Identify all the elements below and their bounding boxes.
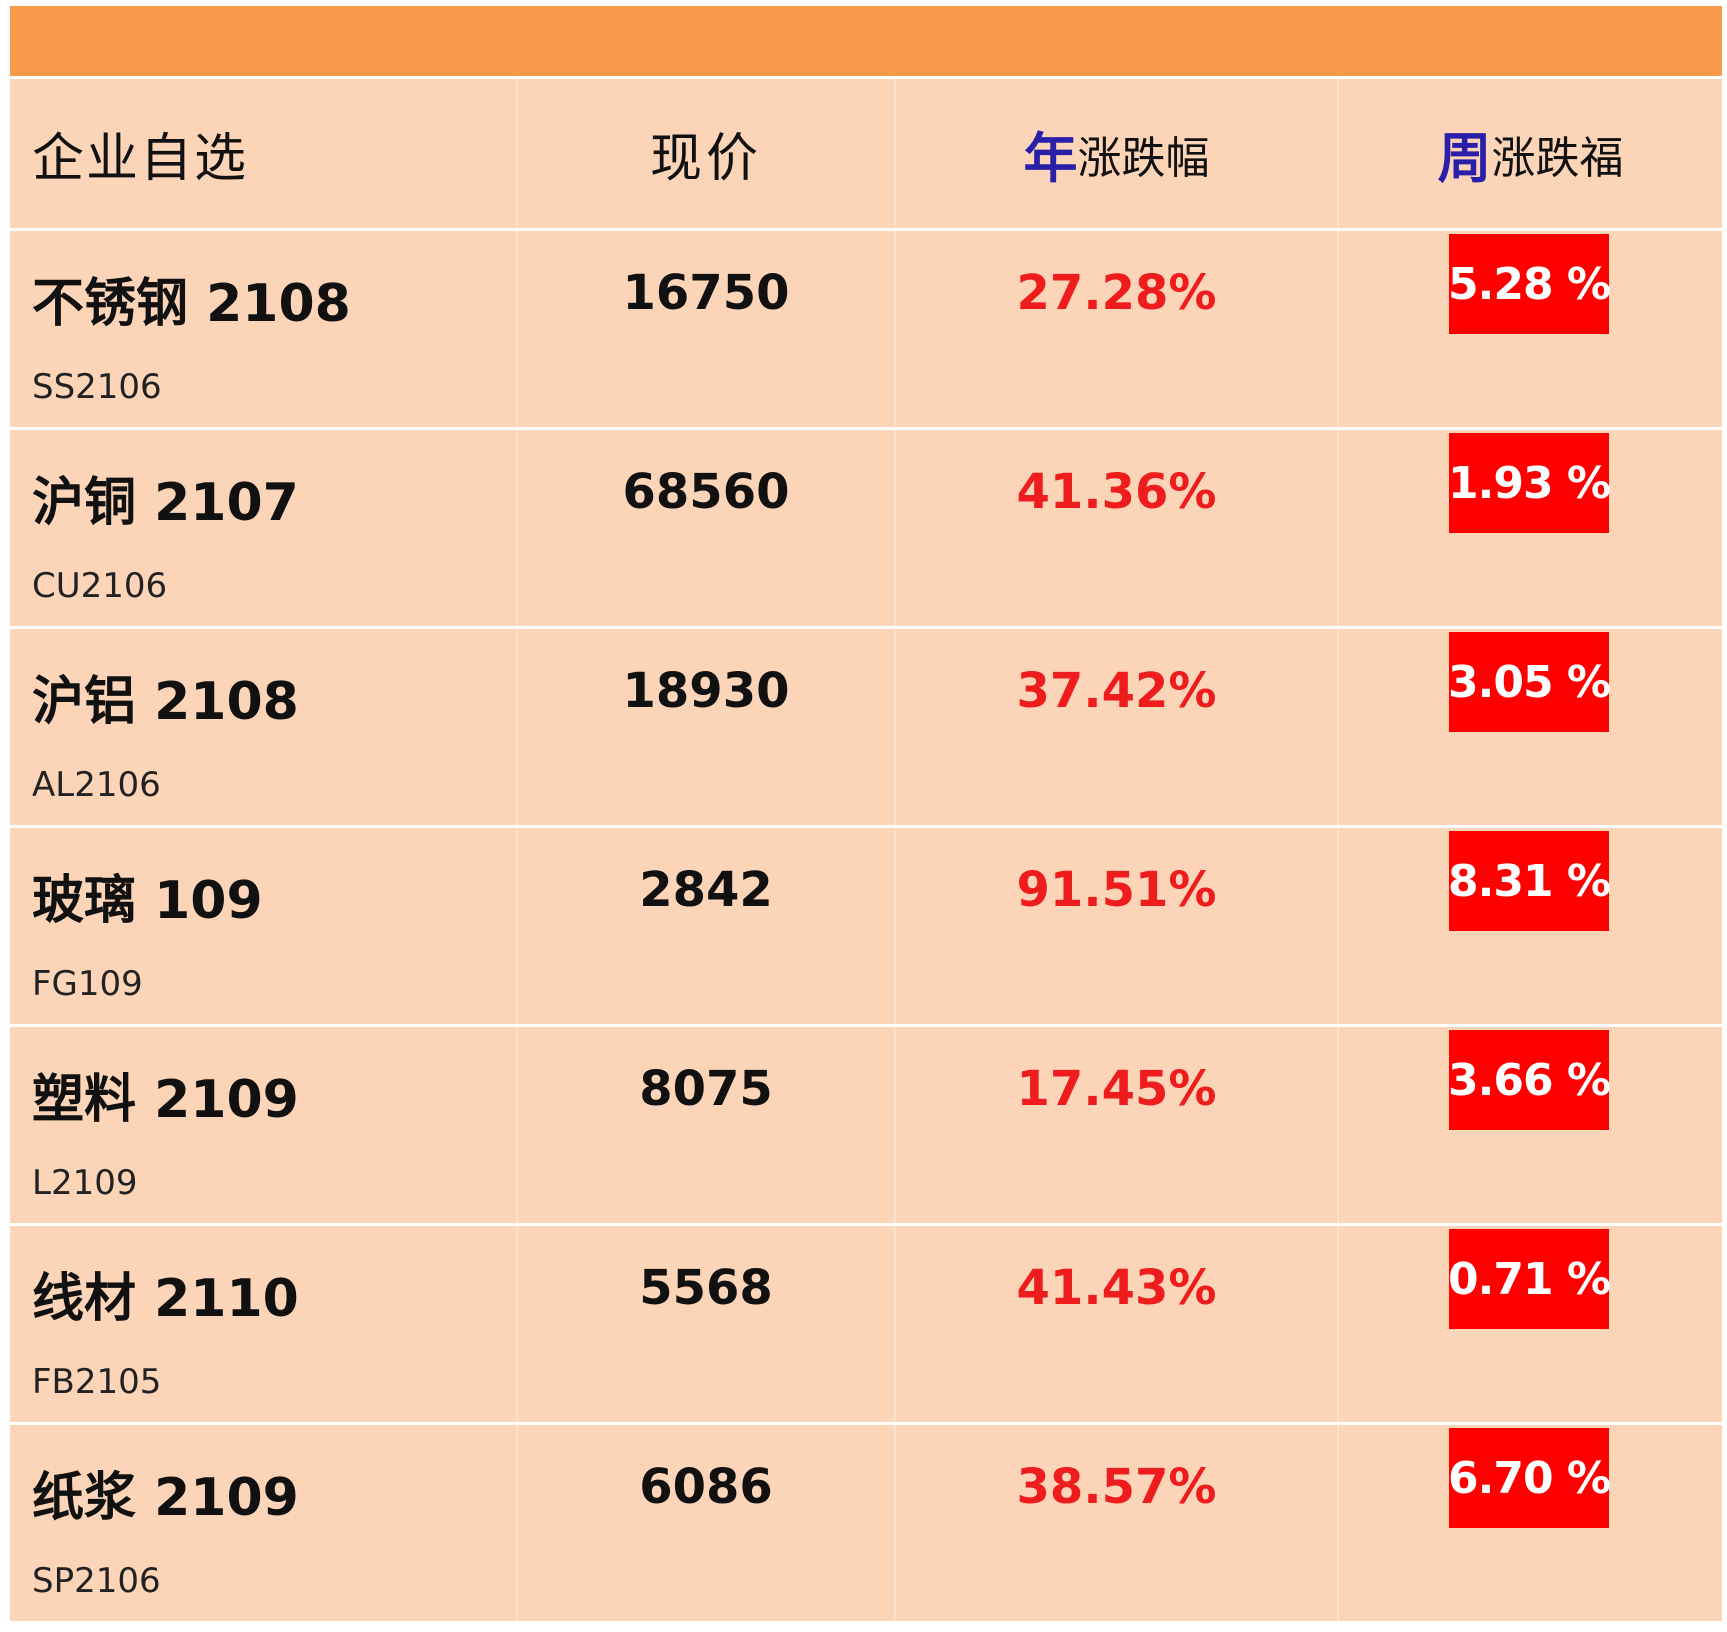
table-row[interactable]: 线材 2110 FB2105 5568 41.43% 0.71 % — [10, 1223, 1722, 1422]
contract-name: 不锈钢 2108 — [32, 274, 351, 334]
current-price: 16750 — [622, 265, 790, 321]
price-cell: 6086 — [518, 1425, 896, 1621]
name-cell: 纸浆 2109 SP2106 — [10, 1425, 518, 1621]
week-change-badge: 3.66 % — [1448, 1030, 1611, 1130]
table-row[interactable]: 沪铜 2107 CU2106 68560 41.36% 1.93 % — [10, 427, 1722, 626]
current-price: 5568 — [639, 1260, 773, 1316]
contract-code: FB2105 — [32, 1362, 162, 1402]
week-change-cell: 5.28 % — [1339, 231, 1722, 427]
top-bar — [10, 6, 1722, 76]
week-change-cell: 0.71 % — [1339, 1226, 1722, 1422]
table-row[interactable]: 沪铝 2108 AL2106 18930 37.42% 3.05 % — [10, 626, 1722, 825]
contract-code: FG109 — [32, 964, 143, 1004]
current-price: 68560 — [622, 464, 790, 520]
week-change-cell: 8.31 % — [1339, 828, 1722, 1024]
header-year-label: 涨跌幅 — [1077, 132, 1210, 184]
name-cell: 沪铜 2107 CU2106 — [10, 430, 518, 626]
current-price: 6086 — [639, 1459, 773, 1515]
week-change-badge: 8.31 % — [1448, 831, 1611, 931]
name-cell: 塑料 2109 L2109 — [10, 1027, 518, 1223]
week-change-value: 5.28 % — [1448, 258, 1611, 310]
name-cell: 沪铝 2108 AL2106 — [10, 629, 518, 825]
header-week-change-cell: 周涨跌福 — [1339, 79, 1722, 228]
year-change-value: 17.45% — [1016, 1061, 1217, 1117]
table-row[interactable]: 不锈钢 2108 SS2106 16750 27.28% 5.28 % — [10, 228, 1722, 427]
year-change-value: 91.51% — [1016, 862, 1217, 918]
table-row[interactable]: 塑料 2109 L2109 8075 17.45% 3.66 % — [10, 1024, 1722, 1223]
year-change-value: 37.42% — [1016, 663, 1217, 719]
week-change-badge: 0.71 % — [1448, 1229, 1611, 1329]
year-change-value: 41.43% — [1016, 1260, 1217, 1316]
year-change-value: 41.36% — [1016, 464, 1217, 520]
contract-name: 沪铜 2107 — [32, 473, 299, 533]
week-change-cell: 3.05 % — [1339, 629, 1722, 825]
week-change-value: 6.70 % — [1448, 1452, 1611, 1504]
contract-name: 塑料 2109 — [32, 1070, 299, 1130]
week-change-badge: 5.28 % — [1448, 234, 1611, 334]
header-week-accent: 周 — [1437, 127, 1492, 190]
week-change-badge: 1.93 % — [1448, 433, 1611, 533]
name-cell: 线材 2110 FB2105 — [10, 1226, 518, 1422]
header-week-label: 涨跌福 — [1491, 132, 1624, 184]
year-change-cell: 37.42% — [896, 629, 1339, 825]
year-change-value: 38.57% — [1016, 1459, 1217, 1515]
header-name-cell: 企业自选 — [10, 79, 518, 228]
week-change-cell: 1.93 % — [1339, 430, 1722, 626]
current-price: 8075 — [639, 1061, 773, 1117]
contract-code: L2109 — [32, 1163, 138, 1203]
price-cell: 5568 — [518, 1226, 896, 1422]
price-cell: 18930 — [518, 629, 896, 825]
price-cell: 16750 — [518, 231, 896, 427]
year-change-cell: 38.57% — [896, 1425, 1339, 1621]
contract-name: 纸浆 2109 — [32, 1468, 299, 1528]
year-change-cell: 27.28% — [896, 231, 1339, 427]
header-price-cell: 现价 — [518, 79, 896, 228]
header-year-accent: 年 — [1023, 127, 1078, 190]
header-year-change-cell: 年涨跌幅 — [896, 79, 1339, 228]
week-change-value: 0.71 % — [1448, 1253, 1611, 1305]
year-change-cell: 91.51% — [896, 828, 1339, 1024]
contract-name: 沪铝 2108 — [32, 672, 299, 732]
table-row[interactable]: 玻璃 109 FG109 2842 91.51% 8.31 % — [10, 825, 1722, 1024]
contract-code: SS2106 — [32, 367, 162, 407]
contract-name: 玻璃 109 — [32, 871, 263, 931]
year-change-cell: 41.36% — [896, 430, 1339, 626]
name-cell: 不锈钢 2108 SS2106 — [10, 231, 518, 427]
year-change-value: 27.28% — [1016, 265, 1217, 321]
header-price-label: 现价 — [649, 129, 762, 189]
week-change-value: 1.93 % — [1448, 457, 1611, 509]
current-price: 18930 — [622, 663, 790, 719]
week-change-badge: 6.70 % — [1448, 1428, 1611, 1528]
week-change-badge: 3.05 % — [1448, 632, 1611, 732]
week-change-value: 3.05 % — [1448, 656, 1611, 708]
header-name-label: 企业自选 — [32, 129, 249, 189]
year-change-cell: 17.45% — [896, 1027, 1339, 1223]
current-price: 2842 — [639, 862, 773, 918]
year-change-cell: 41.43% — [896, 1226, 1339, 1422]
contract-name: 线材 2110 — [32, 1269, 299, 1329]
header-row: 企业自选 现价 年涨跌幅 周涨跌福 — [10, 76, 1722, 228]
name-cell: 玻璃 109 FG109 — [10, 828, 518, 1024]
week-change-cell: 6.70 % — [1339, 1425, 1722, 1621]
contract-code: SP2106 — [32, 1561, 161, 1601]
price-cell: 2842 — [518, 828, 896, 1024]
contract-code: CU2106 — [32, 566, 168, 606]
week-change-value: 8.31 % — [1448, 855, 1611, 907]
week-change-value: 3.66 % — [1448, 1054, 1611, 1106]
contract-code: AL2106 — [32, 765, 161, 805]
futures-watchlist-table: 企业自选 现价 年涨跌幅 周涨跌福 不锈钢 2108 SS2106 16750 … — [10, 6, 1722, 1621]
price-cell: 8075 — [518, 1027, 896, 1223]
table-row[interactable]: 纸浆 2109 SP2106 6086 38.57% 6.70 % — [10, 1422, 1722, 1621]
price-cell: 68560 — [518, 430, 896, 626]
week-change-cell: 3.66 % — [1339, 1027, 1722, 1223]
